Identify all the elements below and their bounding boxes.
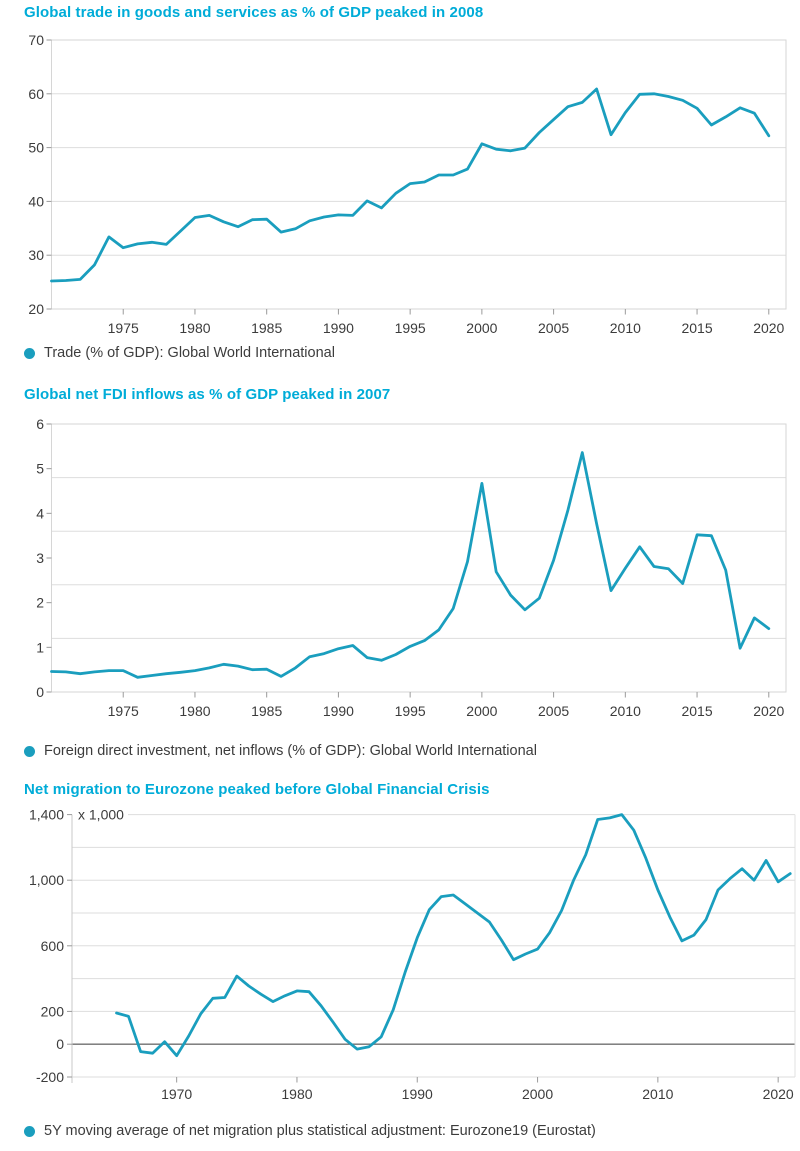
y-tick-label: 70 [28,32,44,48]
data-line [50,451,771,679]
x-tick-label: 2020 [763,1086,794,1102]
data-line [115,813,792,1058]
trade-chart-legend: Trade (% of GDP): Global World Internati… [24,345,335,361]
legend-dot-icon [24,347,35,359]
x-tick-label: 1995 [395,703,426,719]
y-tick-label: 200 [41,1003,65,1019]
fdi-chart-legend: Foreign direct investment, net inflows (… [24,743,537,759]
x-tick-label: 1990 [323,703,354,719]
x-tick-label: 2010 [610,703,641,719]
y-tick-label: 3 [36,550,44,566]
y-tick-label: 2 [36,595,44,611]
x-tick-label: 1980 [179,703,210,719]
fdi-chart-plot: 6 5 4 3 2 1 0 1975 1980 1985 1990 1995 2000 2005 2010 2… [36,416,787,719]
x-tick-label: 2000 [466,703,497,719]
legend-label: Trade (% of GDP): Global World Internati… [44,345,335,361]
y-tick-label: 5 [36,461,44,477]
y-tick-label: 6 [36,416,44,432]
x-tick-label: 2010 [642,1086,673,1102]
y-tick-label: 4 [36,505,44,521]
x-tick-label: 1985 [251,320,282,336]
x-tick-label: 1990 [323,320,354,336]
x-tick-label: 2015 [681,703,712,719]
y-tick-label: 600 [41,938,65,954]
y-tick-label: -200 [36,1069,64,1085]
y-tick-label: 1,400 [29,807,64,823]
legend-dot-icon [24,745,35,757]
plot-frame [51,39,787,310]
trade-chart-plot: 70 60 50 40 30 20 1975 1980 1985 1990 1995 2000 2005… [28,32,787,336]
y-tick-label: 50 [28,140,44,156]
x-tick-label: 1975 [108,320,139,336]
y-tick-label: 0 [36,684,44,700]
x-tick-label: 1985 [251,703,282,719]
trade-chart-section: Global trade in goods and services as % … [0,0,800,380]
x-tick-label: 2020 [753,320,784,336]
x-tick-label: 2020 [753,703,784,719]
x-tick-label: 1990 [402,1086,433,1102]
y-tick-label: 40 [28,193,44,209]
y-tick-label: 0 [56,1036,64,1052]
trade-chart-title: Global trade in goods and services as % … [24,4,484,21]
x-tick-label: 1980 [179,320,210,336]
legend-label: 5Y moving average of net migration plus … [44,1123,596,1139]
y-tick-label: 1,000 [29,872,64,888]
migration-chart-legend: 5Y moving average of net migration plus … [24,1123,596,1139]
fdi-chart-title: Global net FDI inflows as % of GDP peake… [24,386,391,403]
data-line [50,87,771,283]
plot-frame [51,423,787,693]
x-tick-label: 2000 [522,1086,553,1102]
x-tick-label: 1995 [395,320,426,336]
fdi-chart-section: Global net FDI inflows as % of GDP peake… [0,380,800,775]
x-tick-label: 1975 [108,703,139,719]
x-tick-label: 2015 [681,320,712,336]
x-tick-label: 2010 [610,320,641,336]
x-tick-label: 2005 [538,703,569,719]
y-tick-label: 20 [28,301,44,317]
y-axis-unit-note: x 1,000 [78,807,124,823]
x-tick-label: 2005 [538,320,569,336]
legend-label: Foreign direct investment, net inflows (… [44,743,537,759]
y-tick-label: 30 [28,247,44,263]
legend-dot-icon [24,1125,35,1137]
y-tick-label: 60 [28,86,44,102]
x-tick-label: 1980 [281,1086,312,1102]
y-tick-label: 1 [36,639,44,655]
migration-chart-title: Net migration to Eurozone peaked before … [24,781,490,798]
x-tick-label: 2000 [466,320,497,336]
migration-chart-section: Net migration to Eurozone peaked before … [0,775,800,1151]
x-tick-label: 1970 [161,1086,192,1102]
